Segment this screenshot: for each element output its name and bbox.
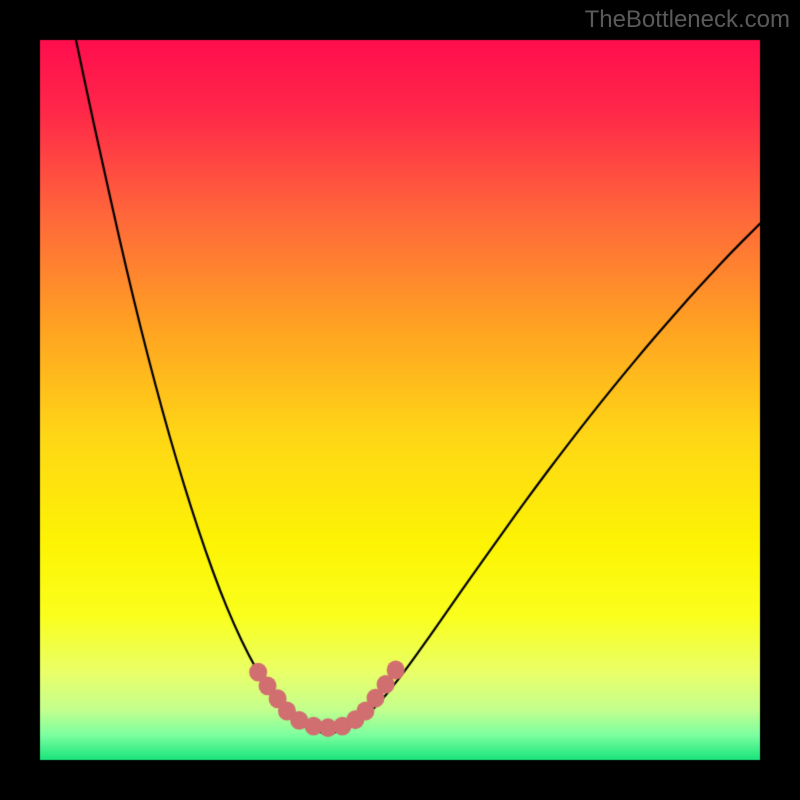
chart-stage: TheBottleneck.com [0, 0, 800, 800]
bottleneck-chart-canvas [0, 0, 800, 800]
watermark-text: TheBottleneck.com [585, 6, 790, 34]
